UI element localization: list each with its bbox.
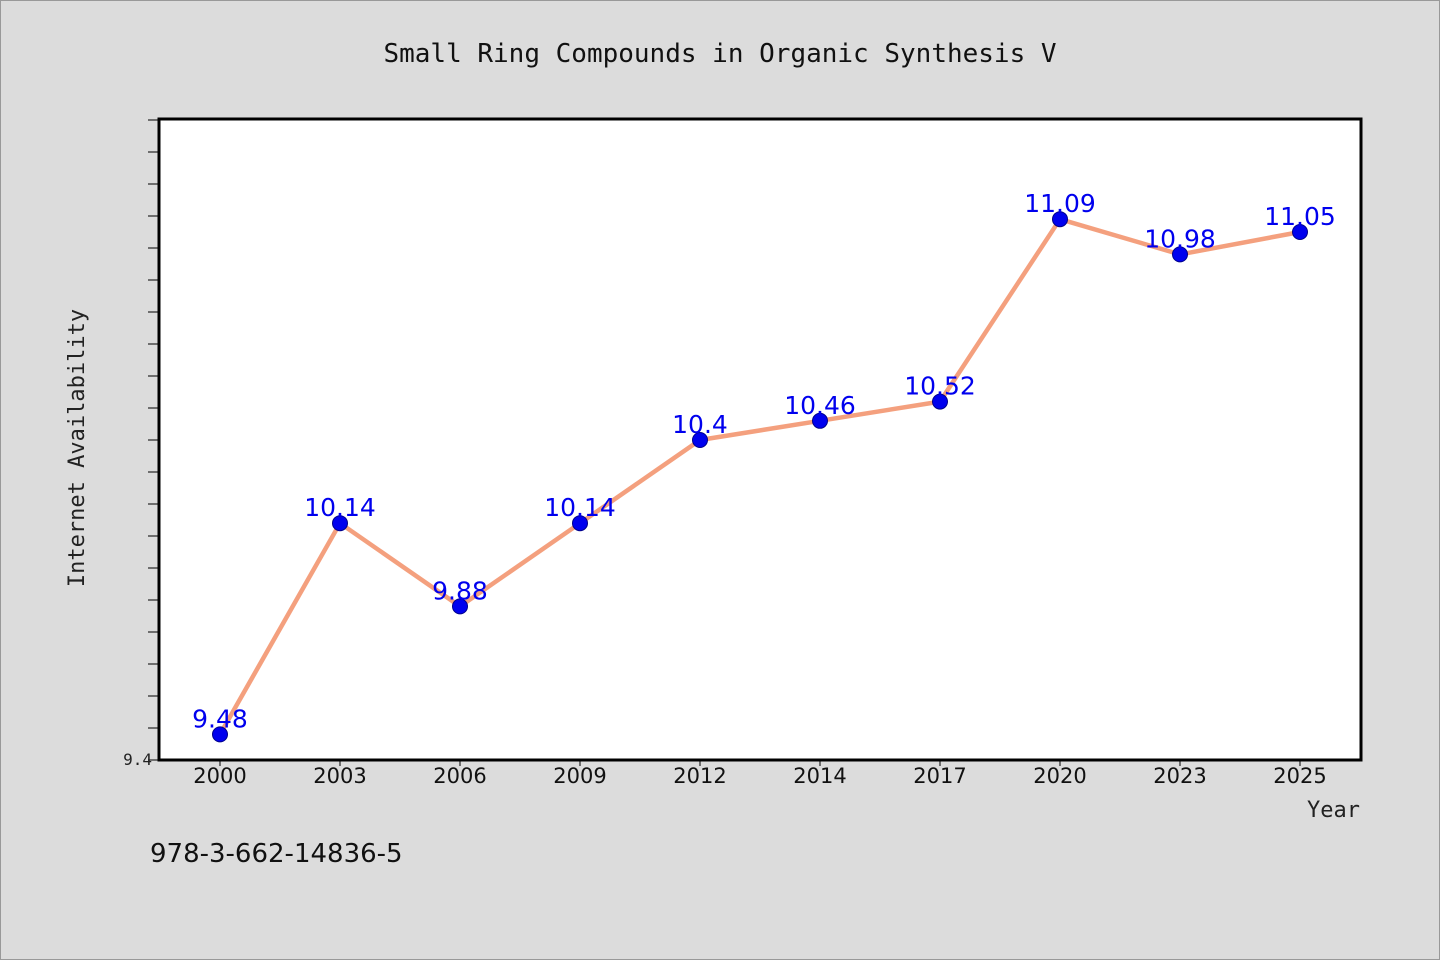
x-tick-label: 2017 — [913, 764, 966, 788]
data-label: 10.14 — [544, 493, 616, 522]
x-tick-label: 2000 — [193, 764, 246, 788]
data-point — [1052, 211, 1068, 228]
data-label: 9.48 — [192, 704, 248, 733]
data-point — [1292, 224, 1308, 240]
data-point — [212, 726, 228, 743]
x-tick-label: 2012 — [673, 764, 726, 788]
data-label: 10.4 — [672, 410, 728, 439]
data-label: 10.14 — [304, 493, 376, 522]
data-point — [812, 412, 828, 429]
data-label: 10.46 — [784, 391, 856, 420]
data-label: 9.88 — [432, 576, 488, 605]
plot-area — [157, 117, 1363, 762]
y-axis-label: Internet Availability — [65, 309, 90, 587]
x-tick-label: 2009 — [553, 764, 606, 788]
x-tick-label: 2006 — [433, 764, 486, 788]
x-tick-label: 2023 — [1153, 764, 1206, 788]
data-point — [1172, 246, 1188, 263]
chart-title: Small Ring Compounds in Organic Synthesi… — [383, 39, 1056, 69]
data-label: 10.98 — [1144, 224, 1216, 253]
data-label: 11.05 — [1264, 202, 1336, 231]
x-tick-label: 2003 — [313, 764, 366, 788]
data-label: 10.52 — [904, 372, 976, 401]
x-tick-label: 2014 — [793, 764, 846, 788]
data-point — [932, 393, 948, 410]
data-label: 11.09 — [1024, 189, 1096, 218]
x-axis-ticks: 2000 2003 2006 2009 2012 2014 2017 2020 2023 2025 — [193, 760, 1327, 788]
data-point — [692, 432, 708, 448]
y-tick-label: 9.4 — [123, 750, 152, 769]
x-tick-label: 2025 — [1273, 764, 1326, 788]
data-point — [572, 515, 588, 532]
data-labels-group: 9.48 10.14 9.88 10.14 10.4 10.46 10.52 11.09 10.… — [192, 189, 1336, 733]
data-point — [452, 598, 468, 615]
x-tick-label: 2020 — [1033, 764, 1086, 788]
isbn-text: 978-3-662-14836-5 — [150, 839, 403, 869]
series-line-group — [212, 211, 1308, 743]
data-point — [332, 515, 348, 532]
y-axis-ticks: 9.4 — [123, 119, 160, 769]
x-axis-label: Year — [1307, 798, 1360, 823]
series-line — [218, 216, 1301, 736]
